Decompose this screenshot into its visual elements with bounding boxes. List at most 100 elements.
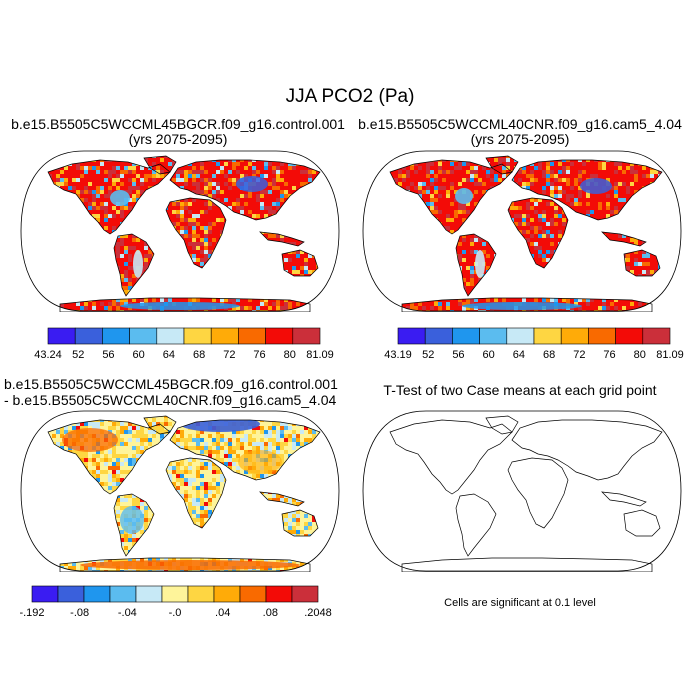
grid-cell bbox=[422, 182, 426, 186]
grid-cell bbox=[184, 214, 188, 218]
grid-cell bbox=[324, 158, 328, 162]
panel1-title-line2: (yrs 2075-2095) bbox=[128, 131, 228, 147]
grid-cell bbox=[144, 298, 148, 302]
grid-cell bbox=[542, 214, 546, 218]
grid-cell bbox=[192, 234, 196, 238]
grid-cell bbox=[578, 194, 582, 198]
grid-cell bbox=[132, 246, 136, 250]
grid-cell bbox=[20, 282, 24, 286]
grid-cell bbox=[570, 198, 574, 202]
grid-cell bbox=[116, 250, 120, 254]
grid-cell bbox=[402, 186, 406, 190]
grid-cell bbox=[236, 178, 240, 182]
grid-cell bbox=[148, 250, 152, 254]
grid-cell bbox=[272, 210, 276, 214]
grid-cell bbox=[510, 214, 514, 218]
grid-cell bbox=[68, 302, 72, 306]
grid-cell bbox=[658, 156, 662, 158]
grid-cell bbox=[112, 214, 116, 218]
grid-cell bbox=[670, 162, 674, 166]
grid-cell bbox=[28, 290, 32, 294]
grid-cell bbox=[570, 178, 574, 182]
grid-cell bbox=[284, 254, 288, 258]
grid-cell bbox=[32, 302, 36, 306]
grid-cell bbox=[124, 250, 128, 254]
grid-cell bbox=[264, 166, 268, 170]
grid-cell bbox=[140, 182, 144, 186]
grid-cell bbox=[450, 198, 454, 202]
grid-cell bbox=[104, 310, 108, 311]
grid-cell bbox=[582, 190, 586, 194]
grid-cell bbox=[188, 246, 192, 250]
grid-cell bbox=[522, 198, 526, 202]
grid-cell bbox=[176, 218, 180, 222]
grid-cell bbox=[522, 218, 526, 222]
grid-cell bbox=[328, 166, 332, 170]
grid-cell bbox=[132, 310, 136, 311]
grid-cell bbox=[538, 198, 542, 202]
grid-cell bbox=[132, 274, 136, 278]
grid-cell bbox=[100, 174, 104, 178]
grid-cell bbox=[582, 194, 586, 198]
grid-cell bbox=[418, 190, 422, 194]
grid-cell bbox=[438, 162, 442, 166]
grid-cell bbox=[470, 206, 474, 210]
grid-cell bbox=[200, 298, 204, 302]
grid-cell bbox=[606, 214, 610, 218]
grid-cell bbox=[284, 170, 288, 174]
grid-cell bbox=[204, 242, 208, 246]
grid-cell bbox=[320, 310, 324, 312]
grid-cell bbox=[176, 174, 180, 178]
grid-cell bbox=[100, 206, 104, 210]
grid-cell bbox=[40, 154, 44, 158]
grid-cell bbox=[534, 166, 538, 170]
grid-cell bbox=[370, 154, 374, 158]
grid-cell bbox=[208, 162, 212, 166]
grid-cell bbox=[304, 174, 308, 178]
grid-cell bbox=[128, 170, 132, 174]
grid-cell bbox=[550, 210, 554, 214]
grid-cell bbox=[24, 294, 28, 298]
map-panel-case1 bbox=[20, 150, 340, 312]
grid-cell bbox=[240, 210, 244, 214]
grid-cell bbox=[32, 150, 36, 154]
grid-cell bbox=[96, 194, 100, 198]
grid-cell bbox=[272, 178, 276, 182]
grid-cell bbox=[284, 258, 288, 262]
grid-cell bbox=[426, 170, 430, 174]
grid-cell bbox=[232, 194, 236, 198]
grid-cell bbox=[32, 166, 36, 170]
grid-cell bbox=[598, 210, 602, 214]
grid-cell bbox=[578, 174, 582, 178]
grid-cell bbox=[220, 178, 224, 182]
grid-cell bbox=[212, 310, 216, 311]
grid-cell bbox=[570, 194, 574, 198]
grid-cell bbox=[430, 174, 434, 178]
grid-cell bbox=[124, 174, 128, 178]
grid-cell bbox=[240, 310, 244, 311]
grid-cell bbox=[454, 202, 458, 206]
grid-cell bbox=[414, 170, 418, 174]
grid-cell bbox=[562, 214, 566, 218]
grid-cell bbox=[442, 218, 446, 222]
grid-cell bbox=[264, 198, 268, 202]
grid-cell bbox=[590, 198, 594, 202]
grid-cell bbox=[570, 166, 574, 170]
grid-cell bbox=[108, 306, 112, 310]
grid-cell bbox=[60, 174, 64, 178]
grid-cell bbox=[80, 306, 84, 310]
grid-cell bbox=[362, 182, 366, 186]
grid-cell bbox=[136, 182, 140, 186]
grid-cell bbox=[586, 198, 590, 202]
grid-cell bbox=[176, 226, 180, 230]
grid-cell bbox=[304, 306, 308, 310]
grid-cell bbox=[144, 250, 148, 254]
grid-cell bbox=[442, 198, 446, 202]
grid-cell bbox=[362, 198, 366, 202]
grid-cell bbox=[116, 246, 120, 250]
grid-cell bbox=[534, 182, 538, 186]
grid-cell bbox=[578, 206, 582, 210]
grid-cell bbox=[216, 174, 220, 178]
grid-cell bbox=[192, 162, 196, 166]
grid-cell bbox=[590, 206, 594, 210]
